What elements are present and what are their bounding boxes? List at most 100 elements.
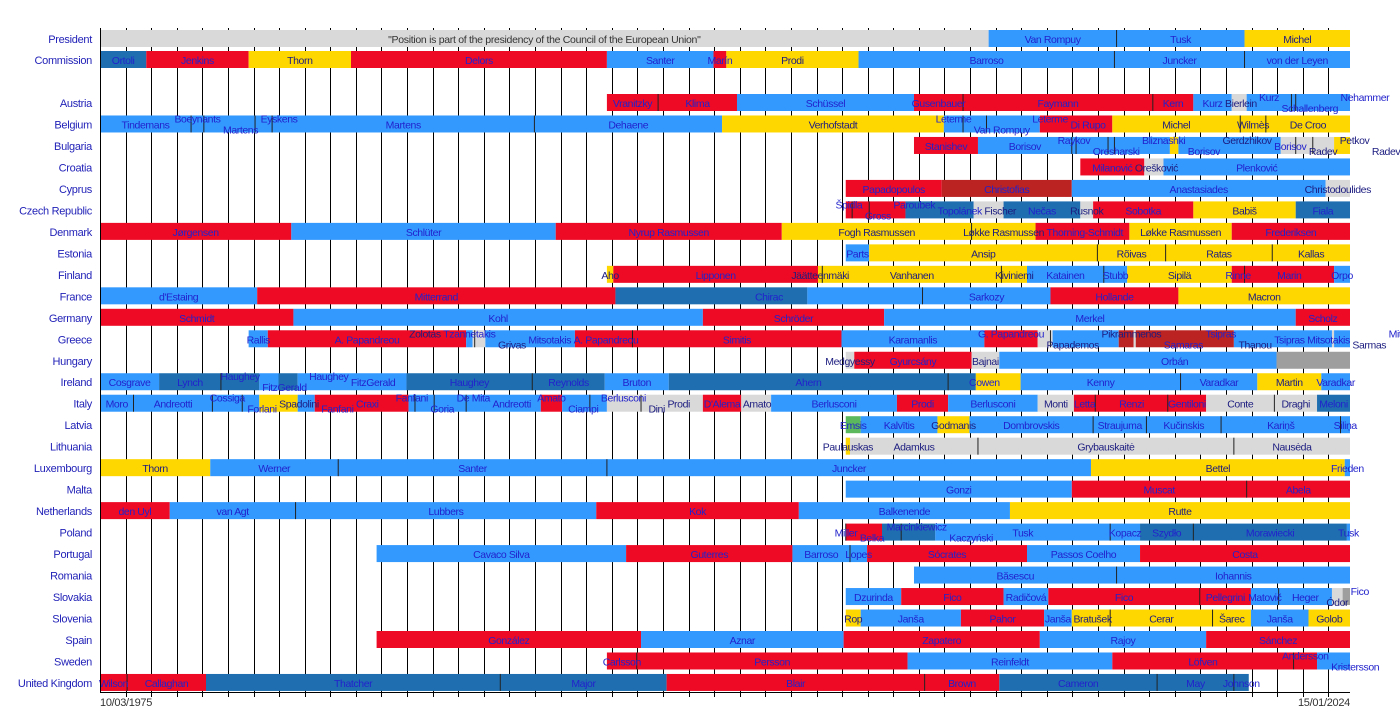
term-segment bbox=[977, 136, 1072, 154]
term-segment bbox=[781, 222, 972, 240]
term-label: Ortoli bbox=[112, 55, 135, 67]
x-end-label: 15/01/2024 bbox=[1298, 697, 1350, 709]
row-label: Denmark bbox=[49, 227, 92, 239]
term-label: Orbán bbox=[1161, 356, 1189, 368]
term-label: Berlusconi bbox=[601, 393, 646, 405]
term-label: Radev bbox=[1309, 146, 1339, 158]
term-label: Guterres bbox=[690, 549, 728, 561]
row-label: Netherlands bbox=[36, 506, 93, 518]
term-label: Thanou bbox=[1238, 339, 1272, 351]
term-segment bbox=[666, 673, 925, 691]
term-segment bbox=[1295, 136, 1313, 154]
term-segment bbox=[169, 502, 296, 520]
term-segment bbox=[1093, 201, 1194, 219]
term-segment bbox=[818, 265, 823, 283]
term-label: Cavaco Silva bbox=[473, 549, 530, 561]
term-label: Brown bbox=[948, 678, 976, 690]
term-segment bbox=[1073, 394, 1096, 412]
row-label: Hungary bbox=[53, 356, 93, 368]
term-segment bbox=[1340, 416, 1350, 434]
row-label: Austria bbox=[60, 98, 93, 110]
term-label: Tzannetakis bbox=[443, 328, 495, 340]
term-label: Lubbers bbox=[428, 506, 463, 518]
term-segment bbox=[1342, 588, 1350, 606]
term-label: Faymann bbox=[1037, 98, 1079, 110]
row-label: Lithuania bbox=[50, 442, 93, 454]
term-segment bbox=[1193, 523, 1347, 541]
term-segment bbox=[293, 308, 703, 326]
term-label: Hollande bbox=[1095, 291, 1134, 303]
term-segment bbox=[858, 51, 1115, 68]
term-segment bbox=[100, 502, 170, 520]
term-label: Jäätteenmäki bbox=[791, 270, 849, 282]
term-label: Carlsson bbox=[603, 656, 642, 668]
term-segment bbox=[1048, 588, 1200, 606]
row-label: Estonia bbox=[57, 248, 93, 260]
term-segment bbox=[852, 201, 870, 219]
row-label: Finland bbox=[58, 270, 92, 282]
term-segment bbox=[1272, 244, 1350, 262]
term-segment bbox=[960, 609, 1045, 627]
term-segment bbox=[1133, 330, 1136, 348]
term-segment bbox=[913, 94, 964, 111]
term-label: Berlusconi bbox=[812, 399, 857, 411]
term-label: Katainen bbox=[1046, 270, 1085, 282]
term-segment bbox=[1233, 330, 1332, 348]
term-label: Kristersson bbox=[1331, 661, 1380, 673]
term-label: Pahor bbox=[989, 614, 1016, 626]
term-segment bbox=[702, 308, 885, 326]
term-segment bbox=[845, 523, 882, 541]
term-segment bbox=[100, 308, 294, 326]
term-segment bbox=[1312, 136, 1335, 154]
term-label: A. Papandreou bbox=[574, 334, 639, 346]
term-segment bbox=[822, 265, 1002, 283]
term-label: Nečas bbox=[1028, 205, 1056, 217]
row-label: United Kingdom bbox=[18, 678, 92, 690]
term-segment bbox=[845, 480, 1072, 498]
term-segment bbox=[1257, 373, 1322, 391]
term-label: Heger bbox=[1292, 592, 1320, 604]
term-segment bbox=[798, 502, 1010, 520]
term-segment bbox=[702, 394, 742, 412]
term-label: Cosgrave bbox=[109, 377, 151, 389]
term-segment bbox=[1274, 394, 1318, 412]
term-label: Paulauskas bbox=[823, 442, 873, 454]
term-segment bbox=[1093, 416, 1147, 434]
term-label: Passos Coelho bbox=[1051, 549, 1117, 561]
term-label: Zapatero bbox=[922, 635, 961, 647]
term-label: Rop bbox=[844, 614, 863, 626]
row-label: Portugal bbox=[53, 549, 92, 561]
term-segment bbox=[854, 351, 972, 369]
term-label: Craxi bbox=[356, 399, 379, 411]
term-label: Prodi bbox=[667, 399, 690, 411]
term-segment bbox=[841, 330, 985, 348]
term-segment bbox=[1250, 609, 1309, 627]
term-segment bbox=[466, 330, 473, 348]
term-segment bbox=[1112, 115, 1241, 133]
term-segment bbox=[1206, 631, 1350, 648]
term-label: Løkke Rasmussen bbox=[963, 227, 1045, 239]
term-segment bbox=[615, 287, 808, 305]
term-label: Sánchez bbox=[1259, 635, 1297, 647]
term-label: Dehaene bbox=[608, 119, 648, 131]
term-label: Persson bbox=[754, 656, 790, 668]
term-segment bbox=[668, 373, 949, 391]
term-segment bbox=[589, 394, 607, 412]
term-segment bbox=[376, 631, 642, 648]
term-label: Tsipras bbox=[1206, 328, 1237, 340]
term-segment bbox=[869, 244, 1098, 262]
term-segment bbox=[376, 545, 627, 563]
term-segment bbox=[212, 394, 243, 412]
term-label: Schröder bbox=[774, 313, 814, 325]
term-label: Kallas bbox=[1298, 248, 1324, 260]
term-label: Prodi bbox=[781, 55, 804, 67]
row-label: Ireland bbox=[60, 377, 92, 389]
term-segment bbox=[1331, 588, 1343, 606]
term-segment bbox=[555, 222, 782, 240]
term-label: von der Leyen bbox=[1267, 55, 1329, 67]
term-segment bbox=[1244, 51, 1350, 68]
term-segment bbox=[259, 373, 279, 391]
term-label: Martens bbox=[386, 119, 421, 131]
term-segment bbox=[1244, 265, 1335, 283]
term-segment bbox=[1118, 330, 1134, 348]
